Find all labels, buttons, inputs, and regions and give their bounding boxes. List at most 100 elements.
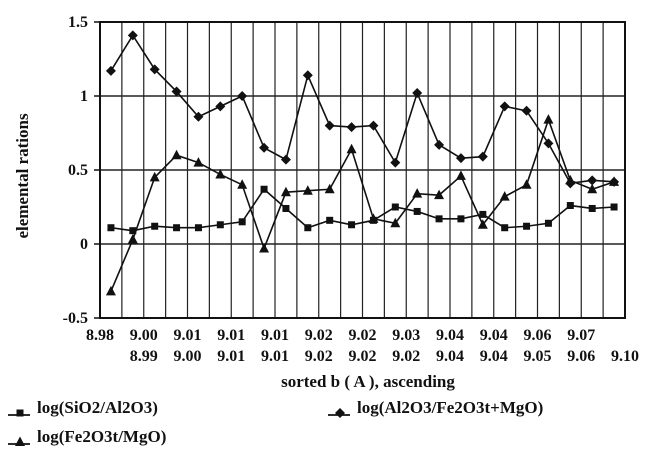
- x-tick-label: 9.04: [436, 327, 464, 344]
- data-point-triangle: [171, 149, 182, 160]
- x-tick-label: 9.00: [130, 327, 158, 344]
- data-point-triangle: [368, 213, 379, 223]
- data-point-square: [457, 215, 465, 223]
- series-line: [110, 188, 615, 232]
- y-tick-label: 1: [80, 88, 88, 105]
- data-point-triangle: [302, 185, 313, 195]
- data-point-diamond: [499, 101, 510, 112]
- data-point-diamond: [324, 120, 335, 131]
- legend-entry: log(SiO2/Al2O3): [8, 398, 158, 417]
- data-point-square: [260, 185, 268, 193]
- data-point-square: [304, 224, 312, 232]
- y-tick-label: 1.5: [68, 14, 88, 31]
- legend-marker: [335, 408, 345, 418]
- data-point-diamond: [127, 30, 138, 41]
- legend-marker: [15, 436, 25, 446]
- data-point-square: [238, 218, 246, 226]
- data-point-triangle: [324, 183, 335, 194]
- data-point-diamond: [149, 64, 160, 75]
- x-tick-label: 9.02: [392, 348, 420, 365]
- data-point-triangle: [215, 168, 226, 179]
- data-point-square: [523, 222, 531, 230]
- y-tick-label: 0.5: [68, 162, 88, 179]
- x-tick-label: 9.10: [611, 348, 639, 365]
- data-point-diamond: [302, 70, 313, 81]
- data-point-diamond: [543, 138, 554, 149]
- x-tick-label: 8.99: [130, 348, 158, 365]
- x-tick-label: 9.01: [261, 327, 289, 344]
- x-tick-label: 9.06: [567, 348, 595, 365]
- data-point-square: [326, 216, 334, 224]
- data-point-square: [107, 224, 115, 232]
- data-point-diamond: [434, 139, 445, 150]
- data-point-triangle: [609, 176, 620, 186]
- legend-label: log(Al2O3/Fe2O3t+MgO): [357, 398, 543, 417]
- data-point-diamond: [587, 175, 598, 186]
- data-point-triangle: [412, 188, 423, 198]
- x-tick-label: 9.05: [524, 348, 552, 365]
- x-tick-label: 9.02: [305, 327, 333, 344]
- series-line: [110, 117, 615, 292]
- y-tick-label: 0: [80, 236, 88, 253]
- data-point-triangle: [455, 170, 466, 180]
- data-point-triangle: [237, 179, 248, 189]
- data-point-square: [282, 204, 290, 212]
- data-point-square: [588, 204, 596, 212]
- series-triangle: [105, 114, 620, 296]
- data-point-triangle: [127, 234, 138, 244]
- data-point-square: [544, 219, 552, 227]
- x-tick-label: 9.04: [480, 348, 508, 365]
- data-point-triangle: [477, 219, 488, 229]
- data-point-square: [501, 224, 509, 232]
- data-point-diamond: [521, 105, 532, 116]
- x-tick-label: 9.01: [174, 327, 202, 344]
- series-diamond: [105, 30, 620, 189]
- legend-label: log(SiO2/Al2O3): [37, 398, 158, 417]
- data-point-diamond: [215, 101, 226, 112]
- data-point-square: [610, 203, 618, 211]
- x-tick-label: 9.01: [217, 348, 245, 365]
- series-layer: [105, 30, 620, 296]
- data-point-diamond: [105, 65, 116, 76]
- data-point-triangle: [565, 174, 576, 185]
- legend-label: log(Fe2O3t/MgO): [37, 427, 166, 446]
- data-point-triangle: [149, 171, 160, 182]
- data-point-diamond: [259, 142, 270, 153]
- data-point-square: [173, 224, 181, 232]
- y-tick-label: -0.5: [63, 310, 88, 327]
- data-point-square: [151, 222, 159, 230]
- series-line: [110, 33, 615, 185]
- data-point-square: [194, 224, 202, 232]
- data-point-square: [216, 221, 224, 229]
- series-square: [107, 185, 618, 235]
- legend-entry: log(Fe2O3t/MgO): [8, 427, 166, 446]
- data-point-triangle: [105, 285, 116, 296]
- data-point-square: [435, 215, 443, 223]
- data-point-square: [129, 227, 137, 235]
- data-point-triangle: [280, 186, 291, 197]
- data-point-square: [348, 221, 356, 229]
- data-point-diamond: [455, 153, 466, 164]
- x-tick-label: 8.98: [86, 327, 114, 344]
- legend-entry: log(Al2O3/Fe2O3t+MgO): [328, 398, 543, 418]
- grid: [100, 21, 625, 319]
- data-point-diamond: [346, 122, 357, 133]
- data-point-diamond: [237, 91, 248, 101]
- data-point-triangle: [346, 143, 357, 154]
- data-point-diamond: [477, 151, 488, 162]
- x-axis-ticks: 8.98 8.99 9.00 9.00 9.01 9.01 9.01 9.01 9.01 9.02…: [86, 327, 639, 365]
- data-point-diamond: [280, 154, 291, 165]
- x-tick-label: 9.02: [305, 348, 333, 365]
- x-tick-label: 9.03: [392, 327, 420, 344]
- x-tick-label: 9.00: [174, 348, 202, 365]
- data-point-square: [413, 207, 421, 215]
- data-point-triangle: [521, 179, 532, 189]
- data-point-diamond: [171, 86, 182, 97]
- data-point-triangle: [390, 217, 401, 228]
- x-tick-label: 9.01: [261, 348, 289, 365]
- data-point-square: [391, 203, 399, 211]
- x-tick-label: 9.02: [349, 327, 377, 344]
- data-point-triangle: [499, 191, 510, 201]
- data-point-triangle: [259, 242, 270, 253]
